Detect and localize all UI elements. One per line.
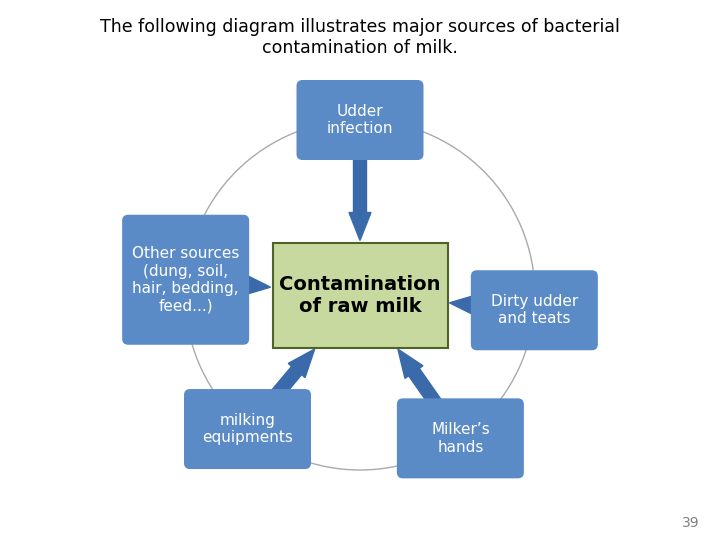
- FancyBboxPatch shape: [122, 215, 249, 345]
- FancyArrow shape: [398, 349, 443, 410]
- Text: The following diagram illustrates major sources of bacterial
contamination of mi: The following diagram illustrates major …: [100, 18, 620, 57]
- Text: Milker’s
hands: Milker’s hands: [431, 422, 490, 455]
- FancyBboxPatch shape: [471, 270, 598, 350]
- FancyBboxPatch shape: [297, 80, 423, 160]
- FancyArrow shape: [270, 349, 315, 401]
- FancyArrow shape: [240, 274, 271, 296]
- FancyArrow shape: [449, 294, 480, 316]
- Text: Contamination
of raw milk: Contamination of raw milk: [279, 274, 441, 315]
- FancyBboxPatch shape: [184, 389, 311, 469]
- FancyBboxPatch shape: [397, 399, 524, 478]
- Text: Udder
infection: Udder infection: [327, 104, 393, 136]
- Text: 39: 39: [683, 516, 700, 530]
- Text: milking
equipments: milking equipments: [202, 413, 293, 446]
- FancyBboxPatch shape: [272, 242, 448, 348]
- FancyArrow shape: [349, 152, 371, 240]
- Text: Other sources
(dung, soil,
hair, bedding,
feed...): Other sources (dung, soil, hair, bedding…: [132, 246, 239, 313]
- Text: Dirty udder
and teats: Dirty udder and teats: [491, 294, 578, 327]
